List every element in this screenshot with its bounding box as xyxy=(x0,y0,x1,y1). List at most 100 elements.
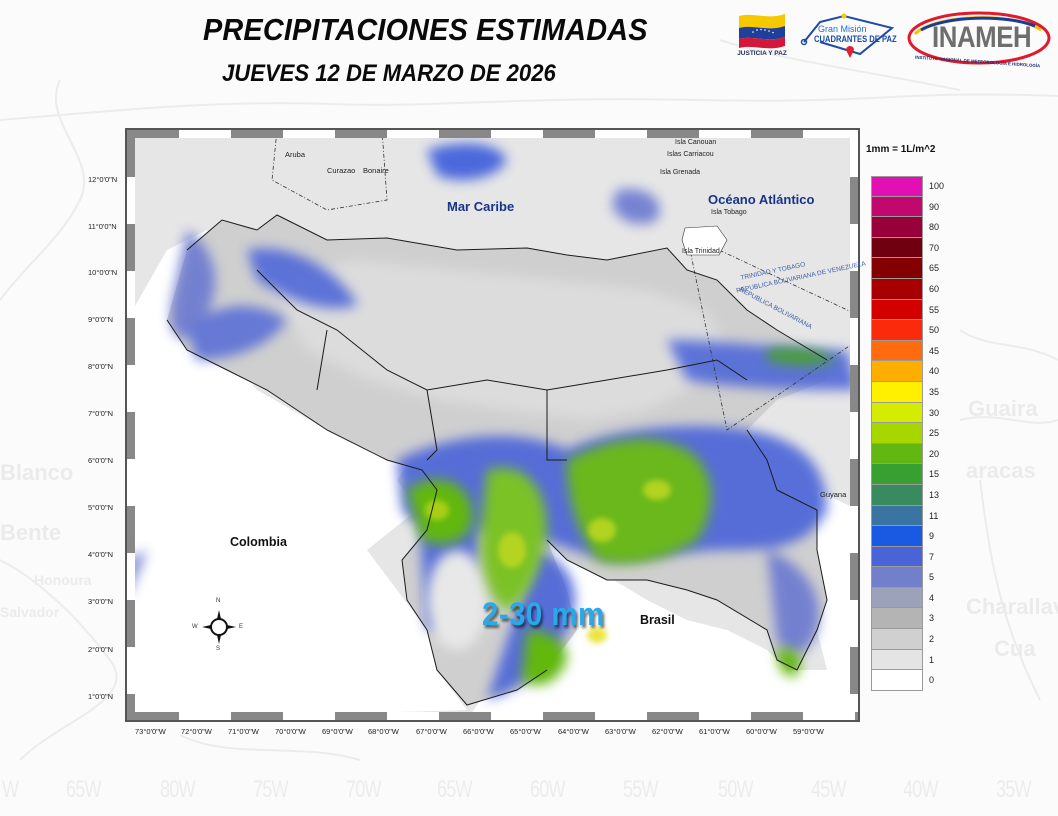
lon-label: 73°0'0"W xyxy=(135,727,166,736)
legend-unit: 1mm = 1L/m^2 xyxy=(866,144,936,155)
bg-city-label: Cua xyxy=(994,636,1036,661)
legend-swatch xyxy=(871,629,923,650)
lat-label: 11°0'0"N xyxy=(88,222,117,231)
label-brasil: Brasil xyxy=(640,613,675,627)
legend-value: 35 xyxy=(929,386,940,397)
legend-item: 3 xyxy=(871,608,934,630)
label-colombia: Colombia xyxy=(230,535,287,549)
compass-n: N xyxy=(216,598,221,604)
legend-item: 2 xyxy=(871,629,934,650)
legend-value: 5 xyxy=(929,572,935,583)
legend-value: 65 xyxy=(929,263,940,274)
lon-label: 65°0'0"W xyxy=(510,727,541,736)
lat-label: 6°0'0"N xyxy=(88,456,114,465)
legend-swatch xyxy=(871,587,923,609)
legend-swatch xyxy=(871,423,923,444)
bg-lon-label: 45W xyxy=(811,776,847,803)
lon-label: 70°0'0"W xyxy=(275,727,306,736)
legend-swatch xyxy=(871,608,923,630)
gran-mision-text: Gran Misión xyxy=(818,24,867,34)
legend-item: 20 xyxy=(871,443,939,465)
label-isla-trinidad: Isla Trinidad xyxy=(682,248,720,255)
precipitation-map xyxy=(125,128,860,722)
lon-label: 72°0'0"W xyxy=(181,727,212,736)
legend-swatch xyxy=(871,176,923,197)
bg-lon-label: 50W xyxy=(718,776,754,803)
bg-city-label: Blanco xyxy=(0,460,74,485)
legend-value: 20 xyxy=(929,448,940,459)
bg-lon-label: W xyxy=(2,776,19,803)
legend-item: 65 xyxy=(871,258,939,279)
bg-lon-label: 55W xyxy=(623,776,659,803)
legend-value: 60 xyxy=(929,283,940,294)
legend-swatch xyxy=(871,649,923,671)
lon-label: 71°0'0"W xyxy=(228,727,259,736)
legend-swatch xyxy=(871,567,923,588)
bg-lon-label: 65W xyxy=(66,776,102,803)
legend-swatch xyxy=(871,546,923,568)
bg-city-label: Guaira xyxy=(968,396,1038,421)
legend-swatch xyxy=(871,340,923,362)
legend-item: 5 xyxy=(871,567,934,588)
map-neatline-left xyxy=(127,130,135,720)
legend-item: 7 xyxy=(871,546,934,568)
map-neatline-right xyxy=(850,130,858,720)
legend-value: 1 xyxy=(929,654,935,665)
legend-item: 50 xyxy=(871,320,939,341)
bg-city-label: Salvador xyxy=(0,604,60,620)
bg-city-label: Bente xyxy=(0,520,62,545)
legend-swatch xyxy=(871,258,923,279)
legend-item: 30 xyxy=(871,402,939,424)
legend-swatch xyxy=(871,299,923,321)
lon-label: 62°0'0"W xyxy=(652,727,683,736)
legend-value: 45 xyxy=(929,345,940,356)
legend-swatch xyxy=(871,402,923,424)
label-mar-caribe: Mar Caribe xyxy=(447,199,515,214)
lat-label: 7°0'0"N xyxy=(88,409,114,418)
legend-value: 15 xyxy=(929,469,940,480)
legend-value: 4 xyxy=(929,592,935,603)
lat-label: 9°0'0"N xyxy=(88,315,114,324)
lon-label: 61°0'0"W xyxy=(699,727,730,736)
precipitation-legend: 100 90 80 70 65 60 55 50 45 40 35 30 25 20 15 13 11 9 7 5 4 3… xyxy=(871,176,944,691)
legend-item: 25 xyxy=(871,423,939,444)
label-guyana: Guyana xyxy=(820,490,847,499)
label-isla-tobago: Isla Tobago xyxy=(711,209,747,216)
lat-label: 1°0'0"N xyxy=(88,692,114,701)
lon-label: 68°0'0"W xyxy=(368,727,399,736)
lat-label: 3°0'0"N xyxy=(88,597,114,606)
legend-swatch xyxy=(871,237,923,259)
inameh-text: INAMEH xyxy=(932,21,1032,54)
bg-lon-label: 75W xyxy=(253,776,289,803)
bg-city-label: Honoura xyxy=(34,572,92,588)
label-oceano-atlantico: Océano Atlántico xyxy=(708,192,815,207)
inameh-ellipse-icon xyxy=(907,11,1051,65)
label-curazao: Curazao xyxy=(327,166,356,175)
bg-lon-label: 40W xyxy=(903,776,939,803)
lon-label: 64°0'0"W xyxy=(558,727,589,736)
lat-label: 12°0'0"N xyxy=(88,175,118,184)
lon-label: 63°0'0"W xyxy=(605,727,636,736)
legend-swatch xyxy=(871,670,923,691)
compass-e: E xyxy=(239,624,244,630)
bg-lon-label: 65W xyxy=(437,776,473,803)
map-graphics xyxy=(127,130,858,720)
venezuela-flag-icon xyxy=(739,14,785,49)
lat-label: 4°0'0"N xyxy=(88,550,114,559)
legend-value: 25 xyxy=(929,428,940,439)
label-islas-carriacou: Islas Carriacou xyxy=(667,151,714,158)
justicia-y-paz-text: JUSTICIA Y PAZ xyxy=(737,50,787,57)
compass-icon xyxy=(202,610,236,644)
legend-value: 30 xyxy=(929,407,940,418)
cuadrantes-de-paz-text: CUADRANTES DE PAZ xyxy=(814,34,897,45)
legend-item: 4 xyxy=(871,587,934,609)
quadrant-path-icon xyxy=(800,13,895,58)
bg-lon-label: 70W xyxy=(346,776,382,803)
legend-item: 45 xyxy=(871,340,939,362)
compass-rose: N S E W xyxy=(190,598,248,656)
bg-city-label: aracas xyxy=(966,458,1036,483)
page-title: PRECIPITACIONES ESTIMADAS xyxy=(203,12,648,47)
legend-value: 7 xyxy=(929,551,935,562)
precipitation-range-annotation: 2-30 mm xyxy=(482,596,605,632)
label-aruba: Aruba xyxy=(285,150,306,159)
